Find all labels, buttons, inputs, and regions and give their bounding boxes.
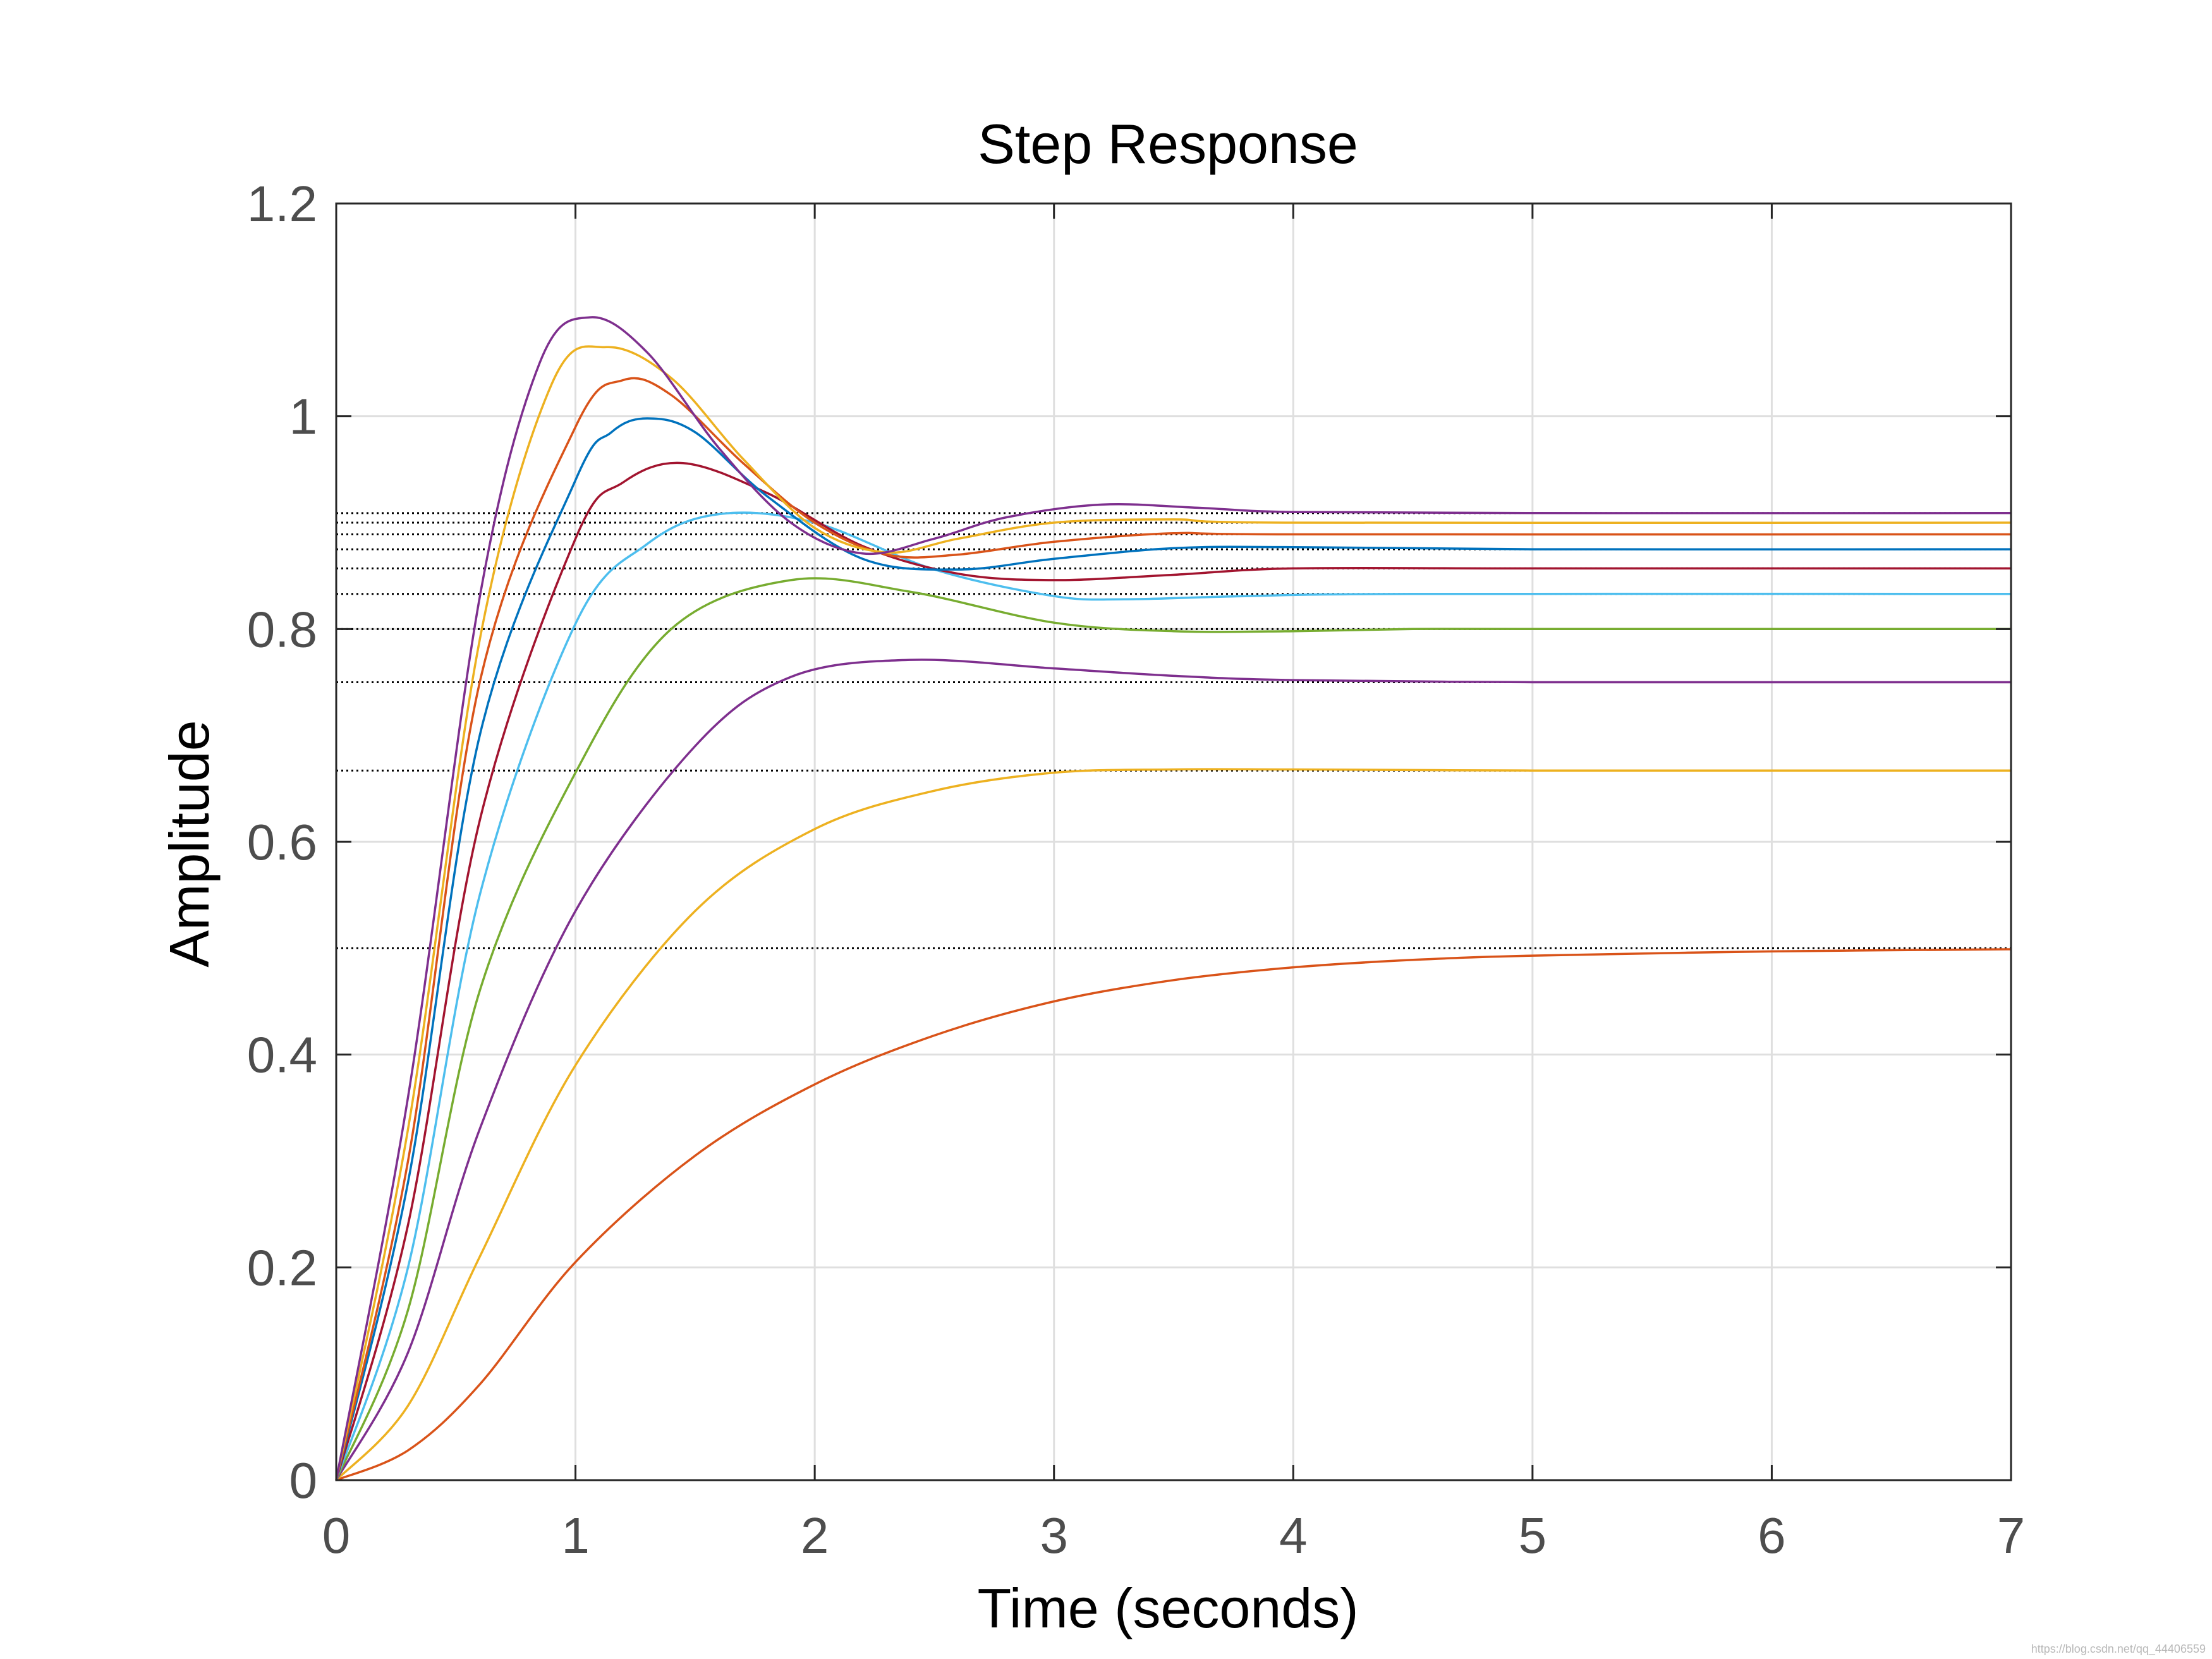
y-tick-label: 0	[289, 1452, 318, 1509]
x-tick-label: 0	[322, 1507, 351, 1564]
tick-marks	[335, 202, 2012, 1481]
y-tick-label: 0.6	[247, 814, 317, 870]
x-tick-label: 1	[561, 1507, 590, 1564]
series-line-response-7	[335, 417, 2012, 1481]
x-tick-label: 6	[1758, 1507, 1786, 1564]
y-tick-label: 0.4	[247, 1027, 317, 1083]
series-line-response-3	[335, 659, 2011, 1481]
chart-title: Step Response	[978, 112, 1358, 175]
series-group	[335, 316, 2012, 1481]
x-tick-label: 7	[1997, 1507, 2026, 1564]
y-tick-label: 1	[289, 389, 318, 445]
series-line-response-6	[335, 461, 2011, 1481]
x-tick-label: 3	[1040, 1507, 1068, 1564]
plot-area	[335, 202, 2012, 1481]
x-axis-label: Time (seconds)	[977, 1577, 1358, 1639]
y-tick-label: 0.2	[247, 1239, 317, 1296]
y-tick-label: 0.8	[247, 601, 317, 657]
watermark: https://blog.csdn.net/qq_44406559	[2031, 1643, 2206, 1656]
y-axis-label: Amplitude	[158, 720, 221, 967]
series-line-response-1	[336, 948, 2012, 1481]
series-line-response-9	[335, 345, 2012, 1481]
series-line-response-2	[335, 768, 2011, 1481]
x-tick-labels: 0 1 2 3 4 5 6 7	[322, 1507, 2026, 1564]
grid	[336, 204, 2011, 1480]
x-tick-label: 4	[1279, 1507, 1308, 1564]
y-tick-labels: 0 0.2 0.4 0.6 0.8 1 1.2	[247, 176, 317, 1509]
series-line-response-10	[335, 316, 2012, 1481]
y-tick-label: 1.2	[247, 176, 317, 232]
x-tick-label: 5	[1519, 1507, 1547, 1564]
x-tick-label: 2	[801, 1507, 829, 1564]
series-line-response-4	[335, 577, 2011, 1481]
